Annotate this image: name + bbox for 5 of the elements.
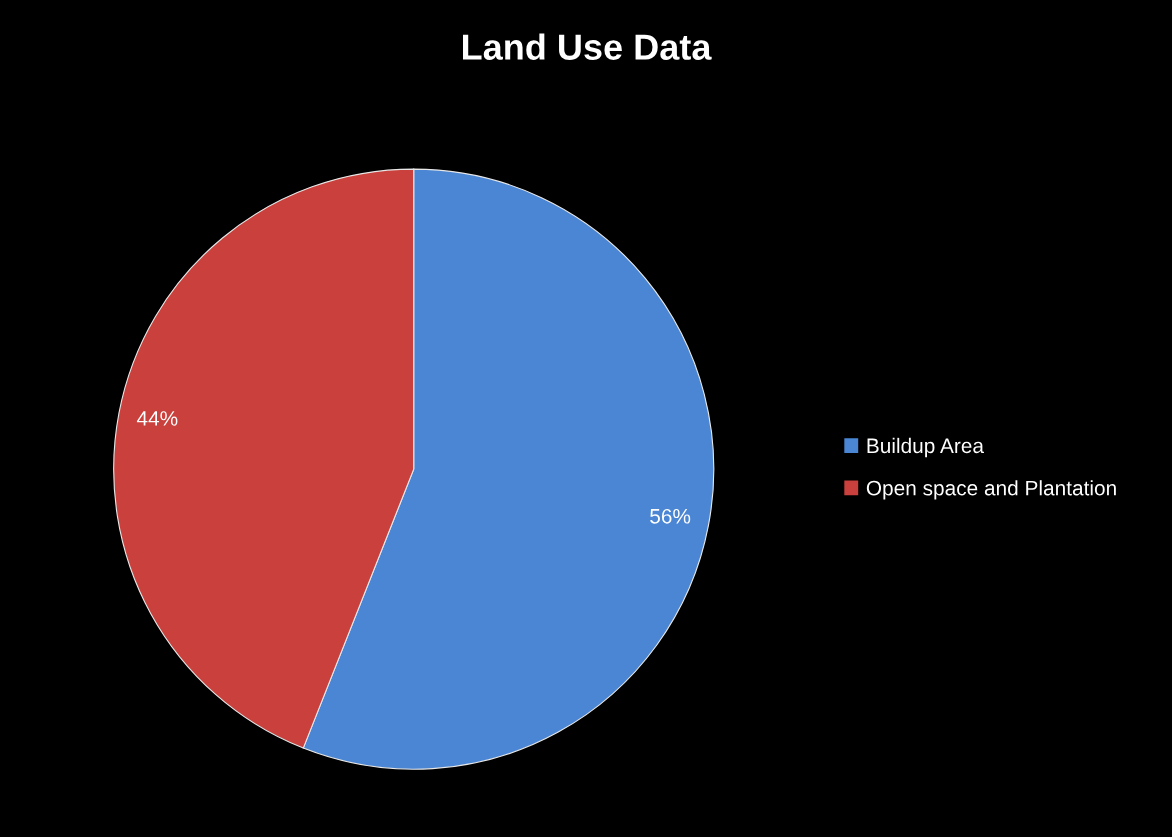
chart-title: Land Use Data <box>463 33 712 60</box>
legend-label: Open space and Plantation <box>866 480 1116 500</box>
data-label: 44% <box>136 411 178 426</box>
legend-label: Buildup Area <box>867 437 984 458</box>
data-label: 56% <box>650 508 691 524</box>
